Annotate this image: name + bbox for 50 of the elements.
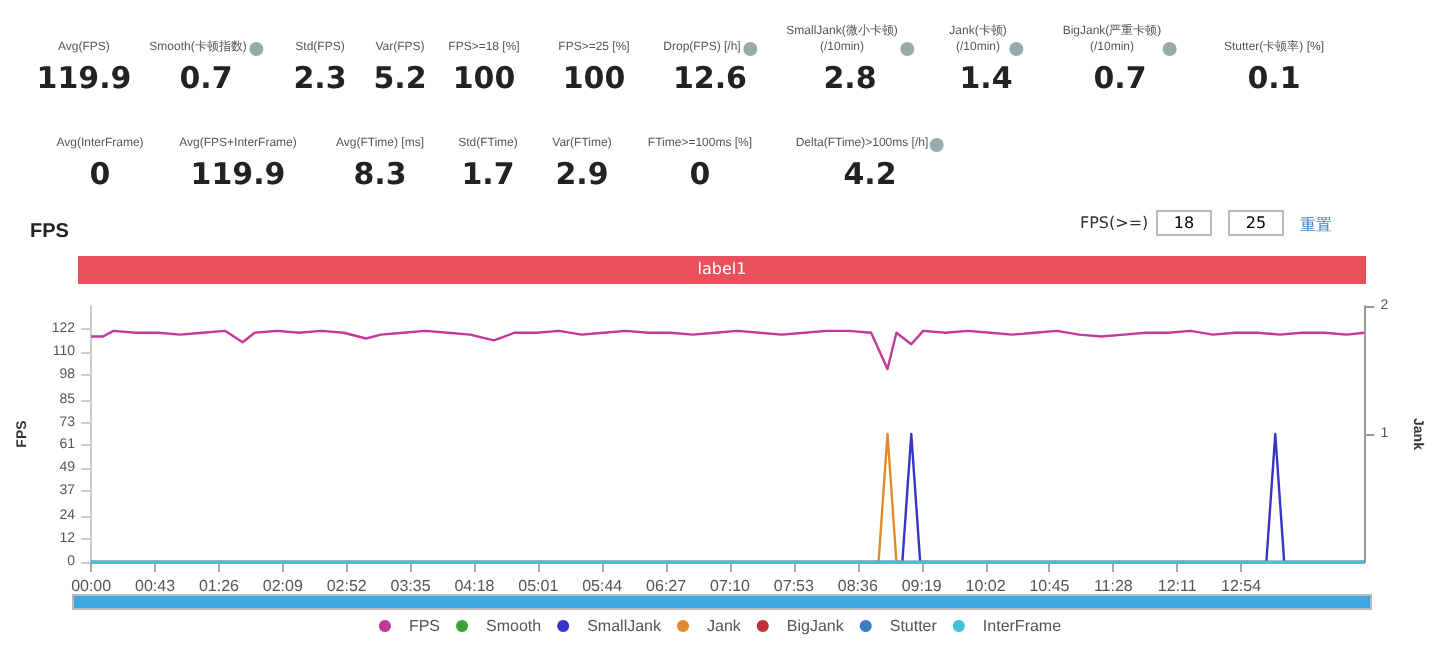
legend-label: Stutter <box>889 617 938 635</box>
legend-label: Smooth <box>486 617 542 635</box>
data-label: 2.8 <box>821 60 879 96</box>
x-tick-label: 01:26 <box>198 577 241 595</box>
data-label: 4.2 <box>841 156 899 192</box>
data-label: 2.9 <box>553 156 611 192</box>
data-label: 5.2 <box>373 60 427 96</box>
text: FPS(>=) <box>1080 214 1149 232</box>
data-label: 0.7 <box>177 60 235 96</box>
data-label: 0.7 <box>1091 60 1149 96</box>
data-label: 0 <box>687 156 713 192</box>
x-tick-label: 07:53 <box>773 577 816 595</box>
x-tick-label: 00:00 <box>71 577 113 595</box>
legend-label: InterFrame <box>982 617 1063 635</box>
data-label: 100 <box>450 60 518 96</box>
x-tick-label: 04:18 <box>454 577 496 595</box>
text: 重置 <box>1300 214 1332 236</box>
x-tick-label: 00:43 <box>135 577 177 595</box>
data-label: 100 <box>560 60 628 96</box>
data-label: 1.7 <box>459 156 517 192</box>
x-tick-label: 02:09 <box>262 577 304 595</box>
x-tick-label: 09:19 <box>901 577 943 595</box>
x-tick-label: 12:11 <box>1157 577 1198 595</box>
legend-label: FPS <box>408 617 441 635</box>
x-tick-label: 10:02 <box>965 577 1007 595</box>
x-tick-label: 05:01 <box>518 577 560 595</box>
data-label: 1.4 <box>957 60 1015 96</box>
x-tick-label: 11:28 <box>1093 577 1134 595</box>
data-label: 119.9 <box>188 156 288 192</box>
x-tick-label: 07:10 <box>709 577 752 595</box>
text: label1 <box>78 256 1366 284</box>
data-label: 119.9 <box>36 60 132 96</box>
x-tick-label: 05:44 <box>582 577 624 595</box>
text-field: 25 <box>1228 210 1284 236</box>
legend-label: SmallJank <box>587 617 663 635</box>
x-tick-label: 10:45 <box>1029 577 1071 595</box>
x-tick-label: 08:36 <box>837 577 879 595</box>
legend-label: BigJank <box>786 617 846 635</box>
text-field: 18 <box>1156 210 1212 236</box>
x-tick-label: 06:27 <box>646 577 688 595</box>
x-tick-label: 12:54 <box>1221 577 1263 595</box>
data-label: 12.6 <box>670 60 749 96</box>
data-label: 8.3 <box>351 156 409 192</box>
x-tick-label: 03:35 <box>390 577 432 595</box>
chart-title: FPS <box>30 221 70 243</box>
legend-label: Jank <box>706 617 743 635</box>
data-label: 0.1 <box>1245 60 1303 96</box>
data-label: 2.3 <box>293 60 347 96</box>
data-label: 0 <box>87 156 113 192</box>
x-tick-label: 02:52 <box>326 577 368 595</box>
